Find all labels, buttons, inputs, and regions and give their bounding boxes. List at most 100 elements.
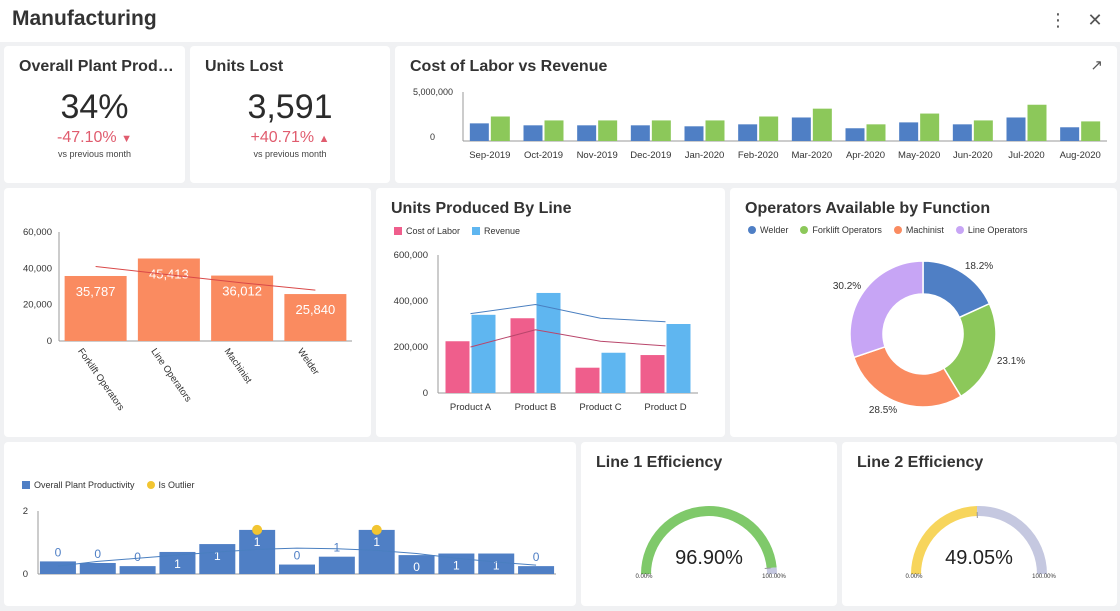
x-tick-label: Apr-2020	[846, 150, 885, 161]
bar-labor	[469, 123, 489, 141]
bar-labor	[575, 367, 600, 393]
y-tick-label: 20,000	[23, 300, 52, 311]
bar-revenue	[544, 120, 564, 141]
legend-dot	[800, 226, 809, 234]
bar	[398, 555, 435, 574]
kpi-card-units-lost[interactable]: Units Lost 3,591 +40.71% ▲ vs previous m…	[190, 46, 390, 183]
chart-legend: Cost of Labor Revenue	[394, 226, 520, 236]
gauge-max-label: 100.00%	[762, 574, 786, 580]
bar-labor	[640, 355, 665, 393]
data-label: 1	[214, 549, 221, 563]
close-icon[interactable]: ✕	[1087, 9, 1103, 30]
data-label: 45,413	[149, 266, 189, 281]
legend-swatch	[22, 481, 30, 489]
bar-revenue	[651, 120, 671, 141]
bar-labor	[791, 117, 811, 141]
bar	[318, 556, 355, 574]
donut-slice	[852, 345, 962, 408]
bar	[358, 529, 395, 574]
bar	[64, 275, 127, 341]
legend-dot	[893, 226, 902, 234]
bar-revenue	[471, 314, 496, 393]
gauge-min-label: 0.00%	[635, 574, 653, 580]
y-tick-label: 40,000	[23, 263, 52, 274]
trend-line	[57, 547, 537, 567]
kpi-value: 3,591	[247, 88, 333, 126]
bar-revenue	[666, 324, 691, 393]
bar	[39, 561, 76, 574]
x-tick-label: Product D	[644, 402, 686, 413]
units-lost-bar-chart: 0 20,000 40,000 60,000 35,787 Forklift Operat…	[23, 227, 352, 413]
x-tick-label: Jul-2020	[1008, 150, 1044, 161]
bar	[478, 553, 515, 574]
labor-revenue-card[interactable]: Cost of Labor vs Revenue ↗ 5,000,000 0 Sep…	[395, 46, 1117, 183]
bar-revenue	[866, 124, 886, 141]
kebab-menu-icon[interactable]: ⋮	[1049, 9, 1067, 30]
x-tick-label: Machinist	[222, 346, 254, 385]
slice-label: 30.2%	[833, 281, 861, 292]
y-tick-label: 0	[47, 336, 52, 347]
data-label: 35,787	[76, 284, 116, 299]
x-tick-label: Sep-2019	[469, 150, 510, 161]
legend-swatch	[394, 227, 402, 235]
x-tick-label: Jun-2020	[953, 150, 993, 161]
x-tick-label: Welder	[295, 346, 321, 377]
bar-labor	[577, 125, 597, 141]
kpi-subtitle: vs previous month	[57, 149, 132, 159]
expand-arrow-icon[interactable]: ↗	[1090, 57, 1103, 74]
gauge-min-label: 0.00%	[905, 574, 923, 580]
bar	[199, 544, 236, 574]
legend-item: Machinist	[893, 225, 944, 235]
page-title: Manufacturing	[12, 7, 157, 30]
units-by-line-card[interactable]: Units Produced By Line Cost of Labor Rev…	[376, 188, 725, 437]
bar	[284, 294, 347, 341]
kpi-title: Units Lost	[205, 58, 284, 75]
bar-revenue	[536, 292, 561, 393]
bar-revenue	[490, 116, 510, 141]
data-label: 1	[453, 559, 460, 573]
productivity-chart-card[interactable]: Overall Plant Productivity Is Outlier 0 2…	[4, 442, 576, 606]
kpi-delta: -47.10% ▼	[57, 129, 132, 146]
bar-revenue	[1081, 121, 1101, 141]
y-tick-label: 60,000	[23, 227, 52, 238]
x-tick-label: Feb-2020	[738, 150, 779, 161]
y-tick-label: 0	[23, 569, 28, 580]
data-label: 0	[294, 549, 301, 563]
kpi-card-productivity[interactable]: Overall Plant Productivity 34% -47.10% ▼…	[4, 46, 185, 183]
bar-labor	[899, 122, 919, 141]
gauge-value: 96.90%	[675, 547, 743, 569]
legend-item: Overall Plant Productivity	[22, 480, 135, 490]
kpi-delta: +40.71% ▲	[250, 129, 330, 146]
x-tick-label: Dec-2019	[630, 150, 671, 161]
line1-efficiency-card[interactable]: Line 1 Efficiency 96.90% 0.00% 100.00%	[581, 442, 837, 606]
units-by-line-chart: 0 200,000 400,000 600,000 Product A Product B…	[394, 250, 698, 413]
operators-donut-chart: 18.2% 23.1% 28.5% 30.2%	[833, 260, 1025, 416]
bar-labor	[510, 318, 535, 393]
header-bar: Manufacturing ⋮ ✕	[0, 0, 1120, 42]
chart-legend: Welder Forklift Operators Machinist Line…	[748, 225, 1027, 235]
data-label: 0	[134, 550, 141, 564]
legend-swatch	[472, 227, 481, 235]
outlier-marker	[371, 524, 382, 535]
units-lost-chart-card[interactable]: 0 20,000 40,000 60,000 35,787 Forklift Operat…	[4, 188, 371, 437]
x-tick-label: Product B	[515, 402, 557, 413]
bar-labor	[952, 124, 972, 141]
gauge-value-arc	[641, 505, 777, 574]
trend-line	[470, 329, 666, 348]
triangle-up-icon: ▲	[318, 133, 330, 145]
x-tick-label: Line Operators	[148, 346, 193, 404]
gauge-value: 49.05%	[945, 547, 1013, 569]
gauge-max-label: 100.00%	[1032, 574, 1056, 580]
bar-labor	[630, 125, 650, 141]
legend-dot	[748, 226, 756, 234]
line2-efficiency-card[interactable]: Line 2 Efficiency 49.05% 0.00% 100.00%	[842, 442, 1117, 606]
productivity-bar-chart: 0 2 0 0 0 1 1 1 0 1 1 0 1 1 0	[23, 506, 556, 580]
data-label: 1	[334, 541, 341, 555]
operators-card[interactable]: Operators Available by Function Welder F…	[730, 188, 1117, 437]
bar-revenue	[812, 108, 832, 141]
x-tick-label: Mar-2020	[791, 150, 832, 161]
line2-gauge: 49.05% 0.00% 100.00%	[905, 506, 1057, 580]
x-tick-label: Jan-2020	[685, 150, 725, 161]
bar	[159, 551, 196, 574]
x-tick-label: May-2020	[898, 150, 940, 161]
